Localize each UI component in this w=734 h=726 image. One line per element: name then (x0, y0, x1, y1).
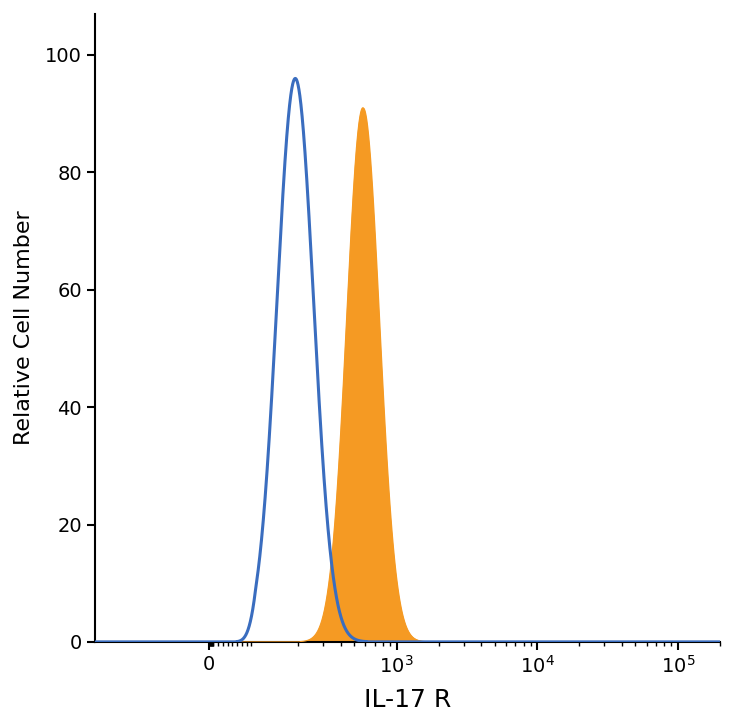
X-axis label: IL-17 R: IL-17 R (364, 688, 451, 712)
Y-axis label: Relative Cell Number: Relative Cell Number (14, 211, 34, 445)
